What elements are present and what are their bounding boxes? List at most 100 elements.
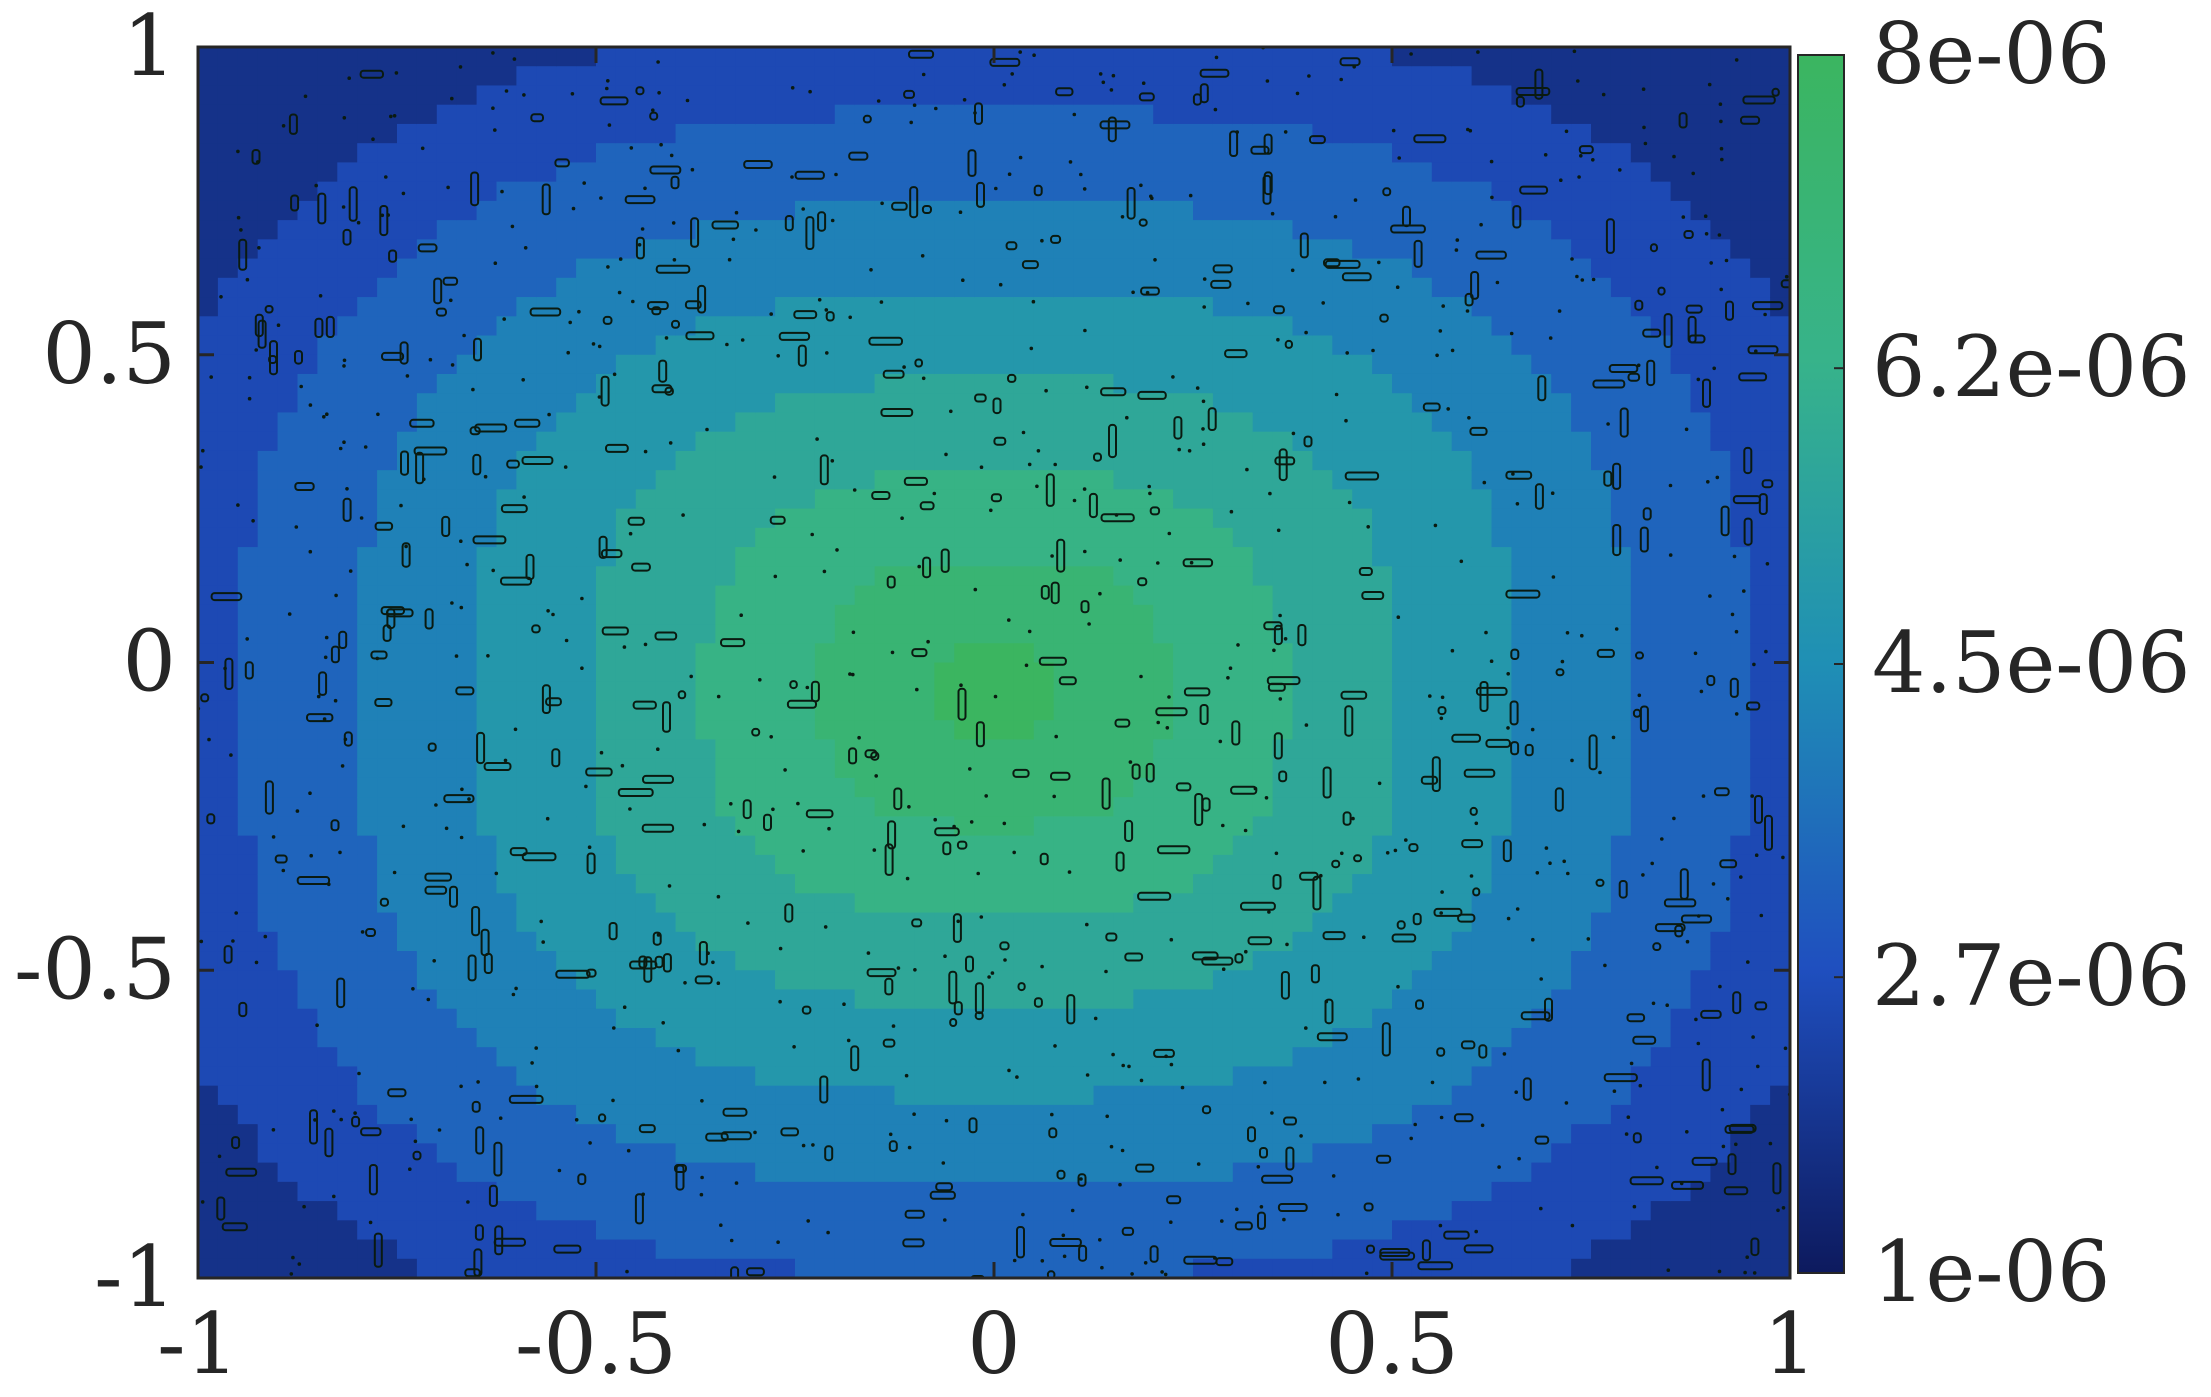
heatmap-cell: [198, 1239, 219, 1260]
heatmap-cell: [416, 489, 438, 510]
heatmap-cell: [1610, 797, 1632, 818]
heatmap-cell: [436, 220, 458, 241]
heatmap-cell: [436, 624, 458, 645]
heatmap-cell: [1650, 450, 1672, 471]
heatmap-cell: [377, 508, 398, 529]
heatmap-cell: [1392, 66, 1413, 87]
heatmap-cell: [1173, 470, 1194, 491]
heatmap-cell: [1511, 970, 1533, 991]
heatmap-cell: [1591, 470, 1612, 491]
heatmap-cell: [1471, 604, 1493, 625]
heatmap-cell: [874, 450, 896, 471]
heatmap-cell: [1013, 662, 1035, 683]
heatmap-cell: [456, 835, 478, 856]
heatmap-cell: [695, 85, 717, 106]
heatmap-cell: [416, 1258, 438, 1278]
heatmap-cell: [994, 354, 1015, 375]
heatmap-cell: [1033, 874, 1055, 895]
heatmap-cell: [914, 970, 936, 991]
heatmap-cell: [914, 239, 936, 260]
heatmap-cell: [1551, 1181, 1572, 1202]
heatmap-cell: [257, 662, 279, 683]
heatmap-cell: [1013, 874, 1035, 895]
heatmap-cell: [297, 912, 319, 933]
heatmap-cell: [1153, 585, 1174, 606]
heatmap-cell: [1173, 200, 1194, 221]
heatmap-cell: [496, 1008, 518, 1029]
heatmap-cell: [675, 854, 697, 875]
heatmap-cell: [1630, 393, 1652, 414]
heatmap-cell: [1232, 931, 1254, 952]
heatmap-cell: [217, 489, 239, 510]
heatmap-cell: [576, 450, 597, 471]
heatmap-cell: [775, 604, 796, 625]
heatmap-cell: [576, 104, 597, 125]
heatmap-cell: [217, 1085, 239, 1106]
heatmap-cell: [1451, 566, 1473, 587]
heatmap-cell: [317, 1008, 339, 1029]
heatmap-cell: [576, 951, 597, 972]
heatmap-cell: [695, 220, 717, 241]
heatmap-cell: [257, 1162, 279, 1183]
heatmap-cell: [596, 720, 617, 741]
heatmap-cell: [1113, 951, 1135, 972]
heatmap-cell: [1431, 758, 1453, 779]
heatmap-cell: [1451, 373, 1473, 395]
heatmap-cell: [974, 989, 995, 1010]
heatmap-cell: [1610, 123, 1632, 144]
heatmap-cell: [1352, 220, 1373, 241]
heatmap-cell: [715, 393, 737, 414]
heatmap-cell: [1551, 47, 1572, 68]
heatmap-cell: [198, 527, 219, 548]
heatmap-cell: [914, 643, 936, 664]
heatmap-cell: [894, 547, 916, 568]
heatmap-cell: [695, 816, 717, 837]
heatmap-cell: [635, 200, 657, 221]
heatmap-cell: [1551, 1104, 1572, 1125]
heatmap-cell: [576, 470, 597, 491]
heatmap-cell: [1610, 220, 1632, 241]
heatmap-cell: [436, 1104, 458, 1125]
heatmap-cell: [1392, 1143, 1413, 1164]
heatmap-cell: [1133, 47, 1154, 68]
heatmap-cell: [954, 547, 975, 568]
heatmap-cell: [1650, 777, 1672, 798]
heatmap-cell: [1571, 373, 1592, 395]
heatmap-cell: [1312, 835, 1334, 856]
heatmap-cell: [1670, 316, 1692, 337]
heatmap-cell: [1491, 643, 1513, 664]
heatmap-cell: [297, 527, 319, 548]
heatmap-cell: [1033, 47, 1055, 68]
heatmap-cell: [834, 758, 856, 779]
heatmap-cell: [1630, 951, 1652, 972]
heatmap-cell: [1571, 1143, 1592, 1164]
heatmap-cell: [1730, 1239, 1751, 1260]
heatmap-cell: [1053, 951, 1075, 972]
heatmap-cell: [1073, 585, 1095, 606]
heatmap-cell: [735, 1027, 756, 1048]
heatmap-cell: [655, 66, 677, 87]
heatmap-cell: [516, 200, 538, 221]
heatmap-cell: [277, 1085, 299, 1106]
heatmap-cell: [456, 1239, 478, 1260]
heatmap-cell: [397, 624, 418, 645]
heatmap-cell: [596, 1181, 617, 1202]
heatmap-cell: [695, 1143, 717, 1164]
heatmap-cell: [735, 931, 756, 952]
heatmap-cell: [1630, 931, 1652, 952]
heatmap-cell: [357, 1201, 378, 1222]
heatmap-cell: [795, 874, 816, 895]
heatmap-cell: [1670, 547, 1692, 568]
heatmap-cell: [337, 720, 358, 741]
heatmap-cell: [1033, 1008, 1055, 1029]
heatmap-cell: [715, 373, 737, 395]
heatmap-cell: [675, 47, 697, 68]
heatmap-cell: [1093, 777, 1115, 798]
heatmap-cell: [1332, 662, 1353, 683]
heatmap-cell: [775, 1201, 796, 1222]
heatmap-cell: [1392, 181, 1413, 202]
heatmap-cell: [1312, 739, 1334, 760]
heatmap-cell: [317, 1027, 339, 1048]
heatmap-cell: [277, 624, 299, 645]
heatmap-cell: [1113, 624, 1135, 645]
